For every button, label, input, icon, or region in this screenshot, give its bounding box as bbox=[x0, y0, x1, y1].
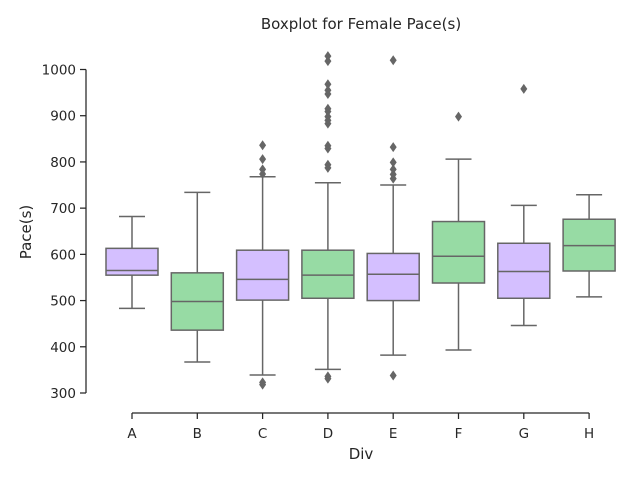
outlier-point bbox=[389, 169, 397, 180]
box-b bbox=[170, 191, 225, 363]
x-tick-label: G bbox=[519, 426, 529, 442]
box-body bbox=[301, 249, 355, 300]
outlier-point bbox=[324, 103, 332, 114]
box-a bbox=[105, 215, 159, 310]
outlier-point bbox=[259, 154, 267, 165]
y-tick-label: 800 bbox=[50, 155, 76, 171]
box-body bbox=[431, 220, 486, 284]
outlier-point bbox=[389, 55, 397, 66]
x-tick-label: E bbox=[389, 426, 398, 442]
outlier-point bbox=[259, 164, 267, 175]
box-body bbox=[366, 252, 420, 302]
box-d bbox=[301, 51, 355, 384]
outlier-point bbox=[324, 371, 332, 382]
outlier-point bbox=[324, 85, 332, 96]
y-tick-label: 400 bbox=[50, 340, 76, 356]
outlier-point bbox=[520, 83, 528, 94]
box-g bbox=[497, 83, 551, 327]
outlier-point bbox=[324, 79, 332, 90]
outlier-point bbox=[324, 140, 332, 151]
outlier-point bbox=[259, 140, 267, 151]
box-body bbox=[235, 249, 290, 301]
box-f bbox=[431, 111, 486, 351]
y-tick-label: 300 bbox=[50, 386, 76, 402]
y-tick-label: 600 bbox=[50, 247, 76, 263]
outlier-point bbox=[324, 56, 332, 67]
outlier-point bbox=[455, 111, 462, 122]
outlier-point bbox=[324, 111, 332, 122]
outlier-point bbox=[389, 157, 397, 168]
outlier-point bbox=[324, 159, 332, 170]
x-tick-label: H bbox=[584, 426, 594, 442]
x-tick-label: C bbox=[258, 426, 267, 442]
plot-area: 300 400 500 600 700 800 900 1000 A B C D E F G H bbox=[42, 51, 616, 442]
y-tick-label: 1000 bbox=[42, 63, 76, 79]
box-e bbox=[366, 55, 420, 381]
outlier-point bbox=[389, 142, 397, 153]
outlier-point bbox=[389, 164, 397, 175]
y-axis-title: Pace(s) bbox=[17, 205, 35, 260]
outlier-point bbox=[389, 370, 397, 381]
x-tick-label: A bbox=[127, 426, 137, 442]
x-axis-title: Div bbox=[349, 445, 374, 463]
y-tick-label: 700 bbox=[50, 201, 76, 217]
x-tick-label: D bbox=[323, 426, 333, 442]
outlier-point bbox=[259, 377, 267, 388]
box-c bbox=[235, 140, 290, 390]
x-tick-label: B bbox=[193, 426, 202, 442]
x-tick-label: F bbox=[455, 426, 463, 442]
y-tick-label: 500 bbox=[50, 294, 76, 310]
y-tick-label: 900 bbox=[50, 109, 76, 125]
chart-title: Boxplot for Female Pace(s) bbox=[261, 15, 461, 33]
box-h bbox=[562, 193, 616, 298]
outlier-point bbox=[324, 51, 332, 62]
